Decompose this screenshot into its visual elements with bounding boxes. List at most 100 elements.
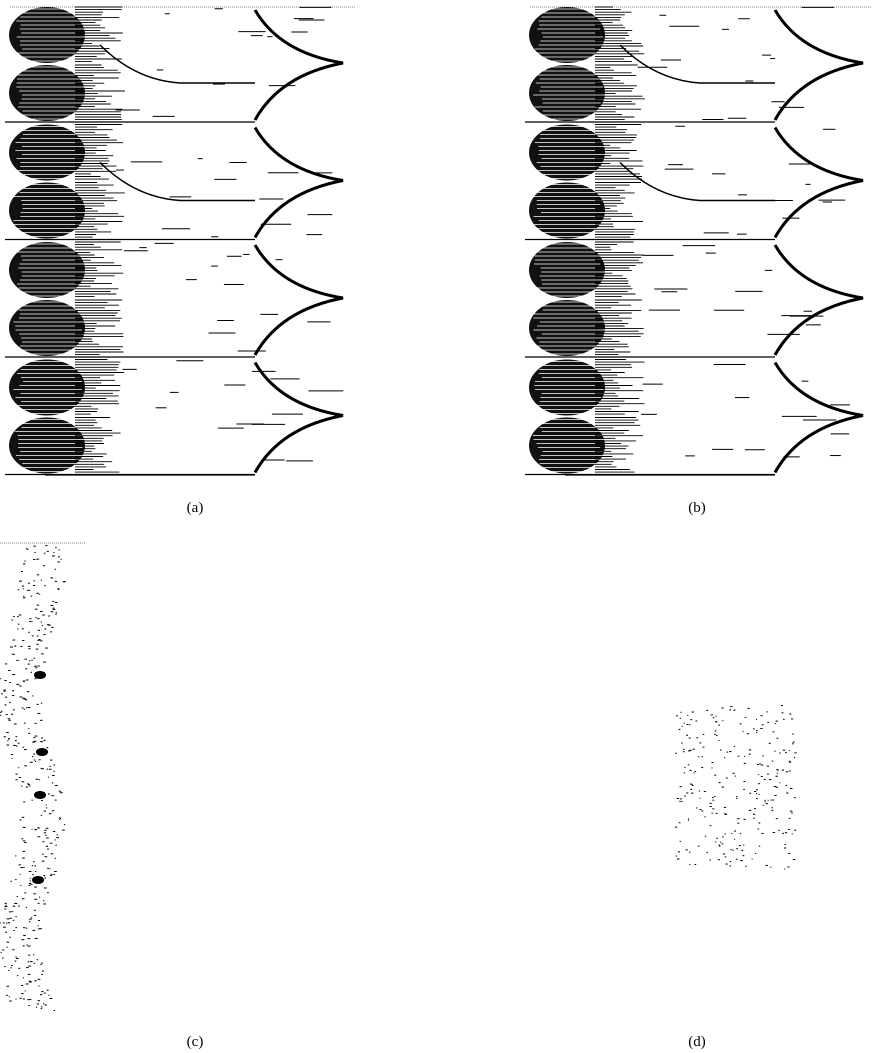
speck [781, 705, 783, 706]
speck [747, 708, 749, 709]
speck [35, 938, 38, 939]
speck [13, 616, 15, 617]
speck [26, 548, 27, 549]
speck [33, 658, 35, 659]
speck [768, 800, 769, 801]
speck [10, 647, 13, 648]
speck [1, 711, 2, 712]
speck [38, 928, 39, 929]
speck [15, 736, 17, 737]
speck [21, 838, 23, 839]
speck [788, 853, 790, 854]
speck [792, 734, 794, 735]
speck [719, 846, 720, 847]
speck [686, 735, 688, 736]
speck [722, 836, 723, 837]
speck [13, 930, 14, 931]
speck [24, 842, 26, 843]
speck [19, 864, 21, 865]
blob [529, 300, 605, 356]
speck [22, 781, 25, 782]
speck [745, 866, 746, 867]
speck [694, 864, 696, 865]
speck [44, 553, 46, 554]
speck [41, 800, 43, 801]
speck [34, 865, 36, 866]
blob [529, 242, 605, 298]
speck [58, 589, 60, 590]
speck [55, 839, 56, 840]
speck [14, 903, 17, 904]
speck [743, 731, 744, 732]
speck [4, 680, 6, 681]
figure-art [0, 7, 872, 1011]
speck [36, 559, 39, 560]
speck [34, 980, 36, 981]
speck [688, 750, 690, 751]
speck [23, 867, 24, 868]
speck [790, 788, 792, 789]
speck [2, 958, 3, 959]
page: (a) (b) (c) (d) (() => { const data = JS… [0, 0, 872, 1053]
speck [704, 816, 705, 817]
speck [695, 771, 696, 772]
blob [529, 125, 605, 181]
speck [733, 773, 735, 774]
speck [16, 958, 18, 959]
speck [50, 605, 53, 606]
speck [23, 851, 26, 852]
speck [760, 728, 762, 729]
speck [718, 725, 720, 726]
speck [21, 985, 23, 986]
speck [781, 712, 783, 713]
speck [13, 639, 15, 640]
speck [779, 753, 781, 754]
speck [791, 718, 793, 719]
speck [677, 798, 679, 799]
speck [740, 833, 741, 834]
speck [44, 740, 46, 741]
speck [23, 935, 26, 936]
speck [2, 949, 4, 950]
speck [698, 756, 699, 757]
speck [35, 871, 36, 872]
speck [37, 704, 39, 705]
speck [22, 707, 24, 708]
speck [53, 874, 55, 875]
speck [59, 791, 61, 792]
speck [8, 739, 9, 740]
speck [45, 545, 47, 546]
speck [12, 949, 14, 950]
speck [789, 762, 791, 763]
blob [529, 360, 605, 416]
speck [776, 721, 778, 722]
speck [39, 897, 40, 898]
speck [43, 634, 45, 635]
speck [9, 996, 10, 997]
speck [52, 782, 53, 783]
speck [12, 640, 13, 641]
speck [759, 763, 760, 764]
speck [730, 706, 732, 707]
speck [19, 696, 22, 697]
speck [782, 770, 784, 771]
speck [44, 830, 46, 831]
speck [30, 672, 32, 673]
speck [44, 585, 45, 586]
speck [724, 807, 726, 808]
speck [21, 939, 24, 940]
speck [6, 942, 9, 943]
speck [756, 732, 757, 733]
speck [42, 614, 45, 615]
speck [27, 999, 28, 1000]
speck [35, 617, 36, 618]
speck [26, 707, 27, 708]
speck [50, 875, 52, 876]
speck [8, 718, 10, 719]
speck [41, 991, 43, 992]
speck [11, 965, 13, 966]
speck [47, 868, 49, 869]
speck [794, 830, 796, 831]
speck [754, 791, 756, 792]
speck [732, 850, 733, 851]
